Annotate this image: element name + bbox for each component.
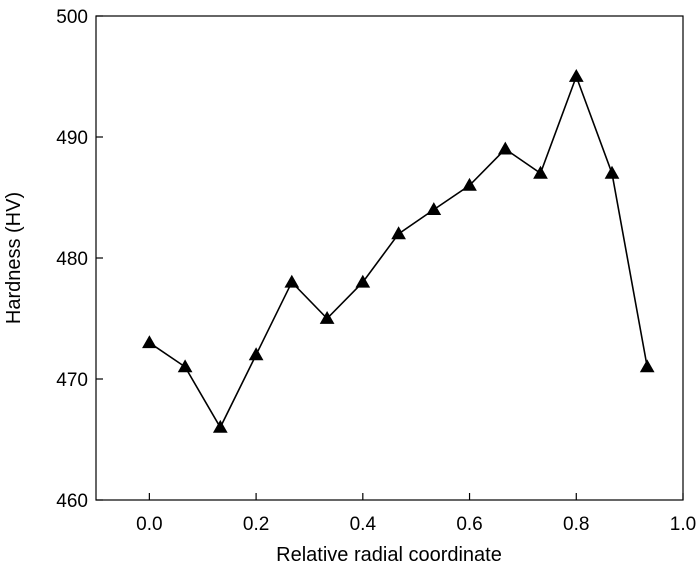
data-point-marker <box>568 68 584 82</box>
data-point-marker <box>604 165 620 179</box>
x-tick-label: 0.0 <box>136 514 162 535</box>
y-axis: 460 470 480 490 500 <box>56 7 103 512</box>
data-point-marker <box>248 347 264 361</box>
x-tick-label: 0.4 <box>350 514 377 535</box>
x-tick-label: 0.2 <box>243 514 269 535</box>
y-tick-label: 500 <box>56 7 88 28</box>
data-point-marker <box>284 274 300 288</box>
data-point-marker <box>391 226 406 240</box>
y-tick-label: 480 <box>56 249 88 270</box>
hardness-series-line <box>148 74 648 430</box>
data-point-marker <box>426 202 442 215</box>
data-point-marker <box>177 359 193 373</box>
y-axis-title: Hardness (HV) <box>3 192 25 324</box>
x-tick-label: 0.6 <box>456 514 482 535</box>
hardness-series-markers <box>142 68 655 433</box>
y-tick-label: 470 <box>56 370 88 391</box>
data-point-marker <box>355 274 371 288</box>
x-axis-title: Relative radial coordinate <box>276 544 502 566</box>
y-tick-label: 490 <box>56 128 88 149</box>
plot-frame <box>95 15 684 501</box>
data-point-marker <box>497 141 513 155</box>
data-point-marker <box>533 165 548 179</box>
data-point-marker <box>142 335 157 349</box>
y-tick-label: 460 <box>56 491 88 512</box>
data-point-marker <box>319 310 335 324</box>
x-tick-label: 0.8 <box>563 514 589 535</box>
data-point-marker <box>212 419 228 433</box>
data-point-marker <box>639 359 655 373</box>
data-point-marker <box>462 177 477 191</box>
x-axis: 0.0 0.2 0.4 0.6 0.8 1.0 <box>136 493 696 535</box>
x-tick-label: 1.0 <box>670 514 696 535</box>
